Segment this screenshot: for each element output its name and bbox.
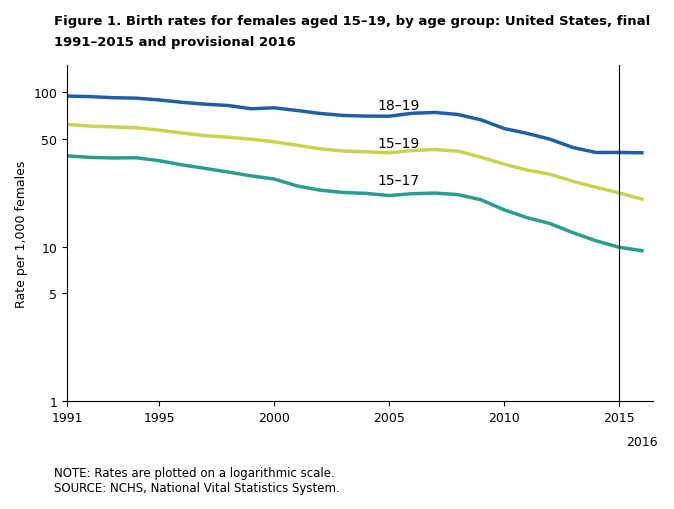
Text: 2016: 2016	[626, 435, 658, 447]
Text: Figure 1. Birth rates for females aged 15–19, by age group: United States, final: Figure 1. Birth rates for females aged 1…	[54, 15, 650, 28]
Text: 15–17: 15–17	[377, 174, 420, 188]
Text: 18–19: 18–19	[377, 99, 420, 114]
Text: 15–19: 15–19	[377, 136, 420, 151]
Text: NOTE: Rates are plotted on a logarithmic scale.
SOURCE: NCHS, National Vital Sta: NOTE: Rates are plotted on a logarithmic…	[54, 466, 340, 494]
Text: 1991–2015 and provisional 2016: 1991–2015 and provisional 2016	[54, 36, 296, 48]
Y-axis label: Rate per 1,000 females: Rate per 1,000 females	[15, 160, 28, 307]
